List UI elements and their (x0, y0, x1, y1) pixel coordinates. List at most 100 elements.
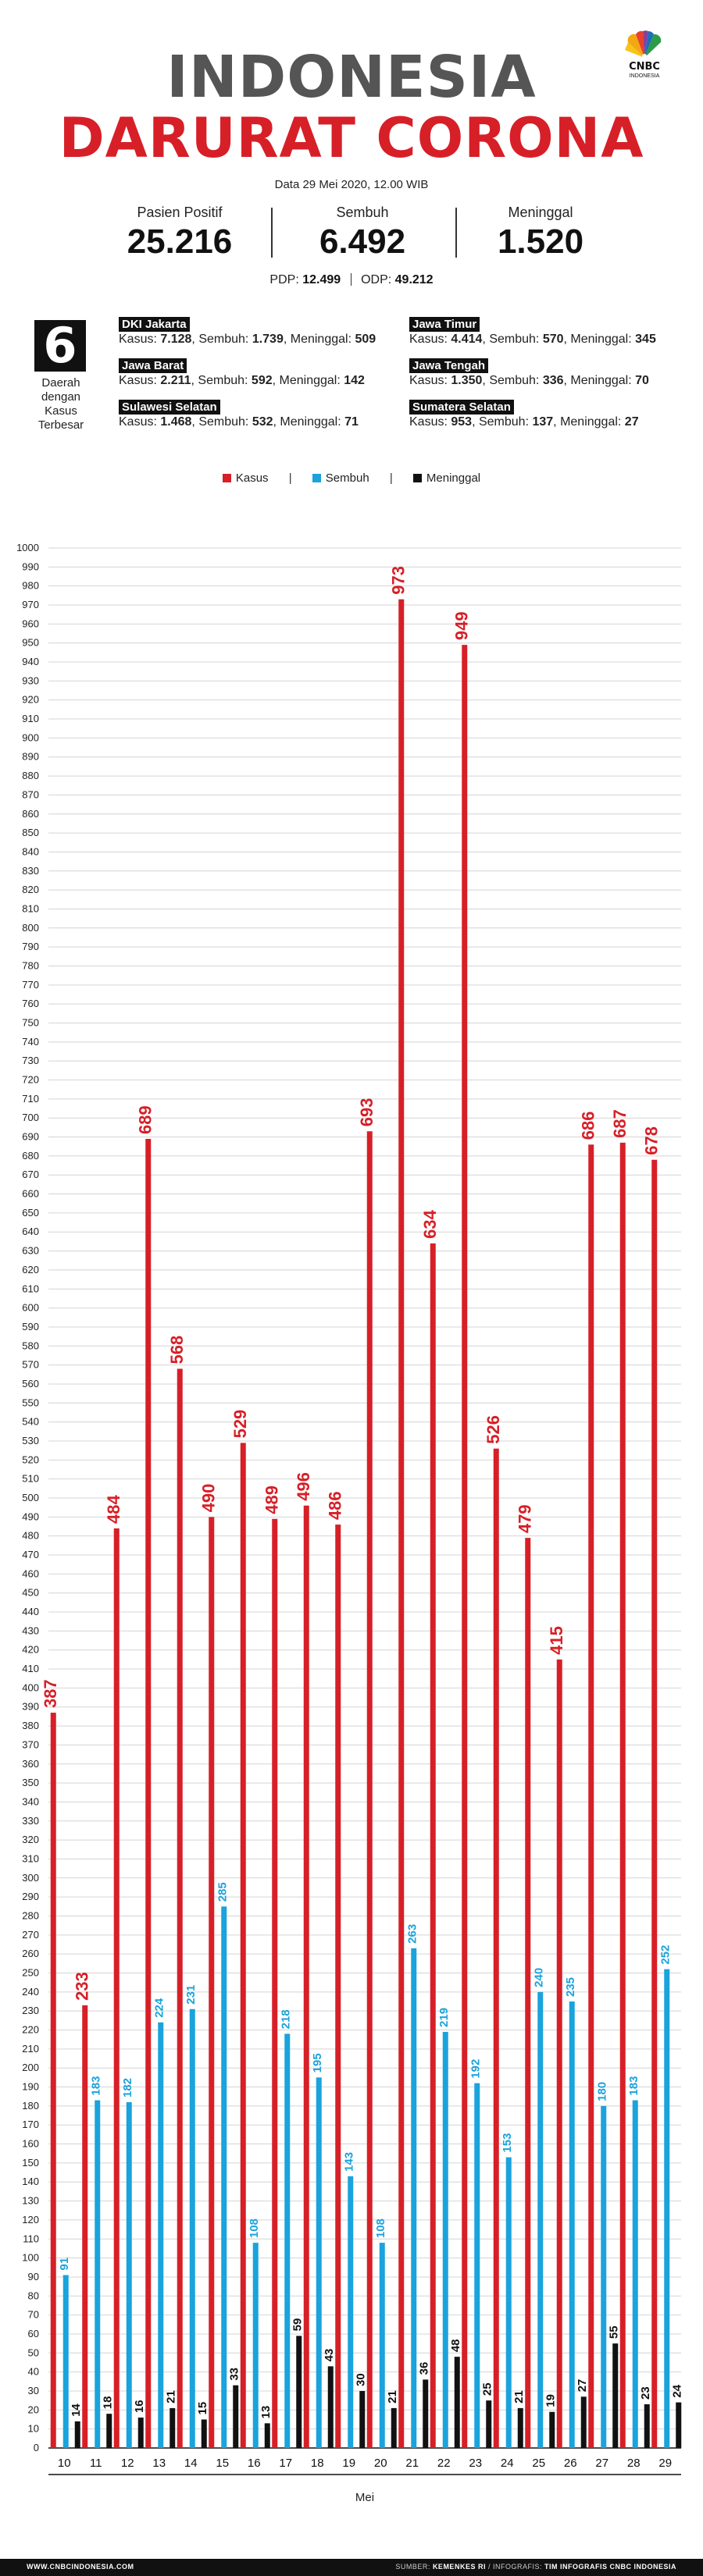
bar-sembuh (411, 1948, 417, 2448)
x-tick-label: 19 (342, 2457, 355, 2470)
y-tick-label: 800 (22, 922, 39, 934)
region-detail: Kasus: 1.350, Sembuh: 336, Meninggal: 70 (409, 374, 649, 387)
x-tick-label: 13 (152, 2457, 166, 2470)
legend-item-meninggal: Meninggal (412, 471, 481, 485)
bar-meninggal (486, 2400, 492, 2448)
y-tick-label: 260 (22, 1948, 39, 1959)
region-label: Meninggal: (290, 333, 352, 346)
stat-value: 1.520 (497, 222, 584, 261)
bar-kasus (398, 599, 405, 2448)
region-detail: Kasus: 7.128, Sembuh: 1.739, Meninggal: … (119, 333, 376, 346)
y-tick-label: 510 (22, 1473, 39, 1485)
data-label-sembuh: 263 (406, 1924, 419, 1944)
x-tick-label: 20 (374, 2457, 387, 2470)
legend-item-sembuh: Sembuh (312, 471, 369, 485)
region-meninggal: 509 (355, 333, 376, 346)
y-tick-label: 740 (22, 1036, 39, 1048)
region-kasus: 953 (451, 415, 473, 429)
y-tick-label: 150 (22, 2157, 39, 2169)
x-tick-label: 15 (216, 2457, 229, 2470)
data-label-sembuh: 108 (248, 2218, 261, 2238)
x-tick-label: 24 (501, 2457, 514, 2470)
data-label-sembuh: 218 (280, 2009, 293, 2029)
x-tick-label: 14 (184, 2457, 198, 2470)
bar-meninggal (327, 2366, 334, 2448)
data-label-kasus: 529 (230, 1410, 250, 1439)
y-tick-label: 880 (22, 770, 39, 781)
y-tick-label: 620 (22, 1264, 39, 1276)
data-label-sembuh: 219 (437, 2008, 451, 2027)
footer-bar: WWW.CNBCINDONESIA.COM SUMBER: KEMENKES R… (0, 2559, 703, 2576)
y-tick-label: 390 (22, 1701, 39, 1713)
bar-meninggal (170, 2407, 176, 2448)
bar-kasus (335, 1525, 341, 2448)
region-meninggal: 70 (635, 374, 649, 387)
title-line-1: INDONESIA (166, 44, 537, 111)
y-tick-label: 450 (22, 1587, 39, 1599)
y-tick-label: 810 (22, 902, 39, 914)
regions-caption-line: Kasus (45, 404, 77, 418)
data-label-sembuh: 285 (216, 1882, 230, 1902)
regions-caption: Daerah dengan Kasus Terbesar (23, 376, 98, 432)
bar-sembuh (126, 2102, 132, 2448)
y-tick-label: 500 (22, 1492, 39, 1503)
y-tick-label: 310 (22, 1852, 39, 1864)
bar-meninggal (106, 2414, 112, 2448)
data-label-meninggal: 19 (544, 2394, 558, 2407)
region-name: Jawa Barat (119, 358, 187, 373)
peacock-icon (625, 30, 662, 59)
data-label-kasus: 634 (420, 1209, 440, 1238)
data-label-kasus: 678 (642, 1126, 662, 1155)
stat-value: 25.216 (127, 222, 233, 261)
stat-value: 6.492 (319, 222, 406, 261)
data-label-kasus: 489 (262, 1485, 282, 1514)
stat-meninggal: Meninggal 1.520 (462, 205, 619, 262)
stat-sembuh: Sembuh 6.492 (284, 205, 441, 262)
y-tick-label: 250 (22, 1967, 39, 1979)
bar-kasus (651, 1159, 658, 2448)
legend-label: Meninggal (426, 471, 481, 485)
y-tick-label: 930 (22, 674, 39, 686)
y-tick-label: 300 (22, 1872, 39, 1884)
region-name: Sulawesi Selatan (119, 400, 220, 415)
region-entry: Jawa Barat Kasus: 2.211, Sembuh: 592, Men… (119, 358, 365, 388)
region-label: Meninggal: (280, 415, 341, 429)
bar-kasus (209, 1517, 215, 2448)
bar-kasus (303, 1505, 309, 2448)
bar-sembuh (632, 2100, 638, 2448)
region-kasus: 7.128 (160, 333, 192, 346)
x-axis-title: Mei (355, 2491, 374, 2504)
bar-sembuh (252, 2243, 259, 2448)
region-kasus: 2.211 (160, 374, 191, 387)
bar-sembuh (62, 2275, 69, 2448)
bar-meninggal (359, 2390, 366, 2448)
region-label: Sembuh: (489, 374, 540, 387)
data-label-kasus: 387 (41, 1679, 60, 1708)
bar-kasus (82, 2005, 88, 2448)
data-label-sembuh: 231 (184, 1985, 198, 2005)
y-tick-label: 890 (22, 751, 39, 763)
y-tick-label: 110 (23, 2233, 39, 2244)
y-tick-label: 240 (22, 1986, 39, 1998)
x-tick-label: 25 (532, 2457, 545, 2470)
data-label-meninggal: 15 (196, 2402, 209, 2415)
y-tick-label: 950 (22, 637, 39, 649)
data-label-sembuh: 180 (596, 2082, 609, 2101)
y-tick-label: 360 (22, 1758, 39, 1770)
bar-meninggal (517, 2407, 523, 2448)
data-label-meninggal: 21 (512, 2390, 526, 2403)
y-tick-label: 690 (22, 1131, 39, 1143)
y-tick-label: 140 (22, 2176, 39, 2187)
data-label-meninggal: 36 (418, 2362, 431, 2375)
region-sembuh: 336 (542, 374, 564, 387)
legend-swatch (222, 474, 231, 482)
region-label: Kasus: (409, 333, 448, 346)
bar-kasus (145, 1138, 152, 2448)
x-tick-label: 11 (90, 2457, 102, 2470)
data-label-kasus: 486 (326, 1491, 345, 1520)
region-meninggal: 27 (624, 415, 639, 429)
cnbc-logo: CNBC INDONESIA (617, 27, 672, 79)
y-tick-label: 200 (22, 2062, 39, 2073)
region-label: Sembuh: (198, 374, 248, 387)
y-tick-label: 0 (34, 2442, 39, 2453)
